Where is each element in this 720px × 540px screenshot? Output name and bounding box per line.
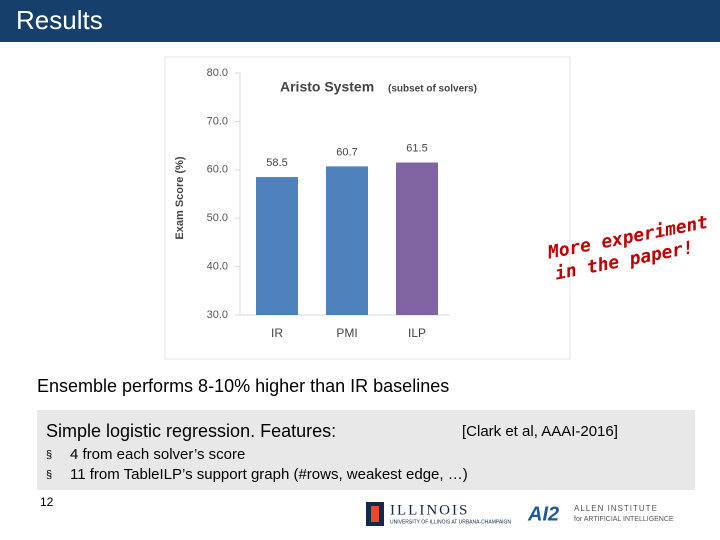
box-heading: Simple logistic regression. Features:: [46, 421, 336, 441]
citation: [Clark et al, AAAI-2016]: [462, 423, 618, 440]
chart-subtitle: (subset of solvers): [388, 84, 477, 95]
ai2-logo: AI2: [527, 503, 559, 525]
bar: [256, 177, 298, 315]
data-label: 60.7: [336, 146, 357, 158]
header-bar: [0, 0, 720, 42]
y-tick-label: 30.0: [207, 309, 228, 321]
x-tick-label: ILP: [408, 326, 426, 340]
bar: [396, 162, 438, 315]
bar: [326, 166, 368, 315]
y-tick-label: 40.0: [207, 261, 228, 273]
x-tick-label: IR: [271, 326, 283, 340]
bullet: 4 from each solver’s score: [70, 446, 245, 463]
y-axis-label: Exam Score (%): [174, 156, 186, 239]
ai2-name: ALLEN INSTITUTE: [574, 504, 658, 513]
page-number: 12: [40, 495, 54, 509]
info-box: [37, 410, 695, 490]
y-tick-label: 50.0: [207, 212, 228, 224]
y-tick-label: 80.0: [207, 67, 228, 79]
data-label: 58.5: [266, 157, 287, 169]
illinois-logo-sub: UNIVERSITY OF ILLINOIS AT URBANA-CHAMPAI…: [390, 519, 511, 525]
data-label: 61.5: [406, 142, 427, 154]
slide-title: Results: [16, 5, 103, 35]
x-tick-label: PMI: [336, 326, 357, 340]
caption: Ensemble performs 8-10% higher than IR b…: [37, 376, 449, 396]
y-tick-label: 60.0: [207, 164, 228, 176]
chart-title: Aristo System: [280, 79, 374, 95]
y-tick-label: 70.0: [207, 115, 228, 127]
bullet: 11 from TableILP’s support graph (#rows,…: [70, 466, 468, 483]
bullet-marker: §: [46, 469, 52, 481]
bullet-marker: §: [46, 449, 52, 461]
illinois-icon: [371, 506, 379, 522]
ai2-sub: for ARTIFICIAL INTELLIGENCE: [574, 516, 674, 523]
illinois-logo: ILLINOIS: [390, 502, 469, 518]
